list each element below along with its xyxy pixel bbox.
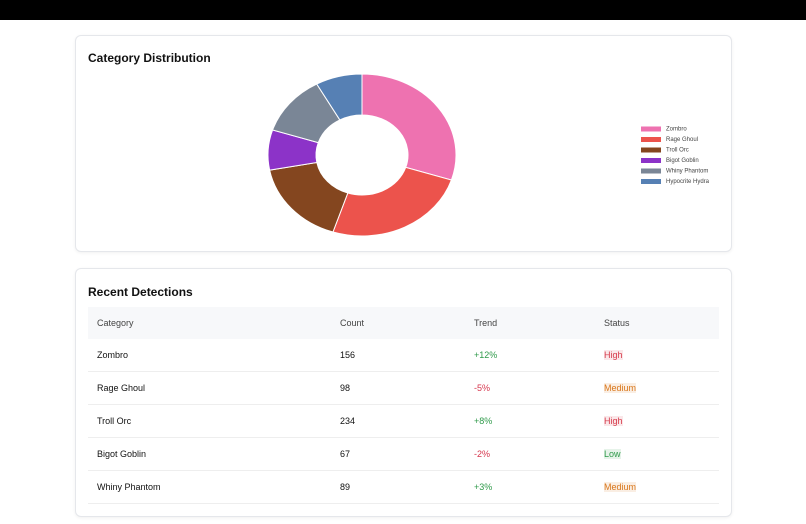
status-badge: High — [604, 350, 623, 360]
detections-table: Category Count Trend Status Zombro 156 +12% Hi… — [88, 307, 719, 504]
legend-swatch — [641, 147, 661, 153]
legend-label: Troll Orc — [666, 148, 689, 154]
top-bar — [0, 0, 806, 20]
legend-swatch — [641, 126, 661, 132]
trend-value: -5% — [474, 383, 491, 393]
legend-swatch — [641, 158, 661, 163]
legend-label: Bigot Goblin — [666, 158, 699, 164]
table-card: Recent Detections Category Count Trend Stat… — [75, 268, 732, 517]
cell-text: Troll Orc — [97, 416, 132, 426]
cell-text: 234 — [340, 416, 356, 426]
column-header: Trend — [465, 307, 595, 339]
table-row: Troll Orc 234 +8% High — [88, 404, 719, 438]
table-cell: 67 — [331, 437, 465, 471]
cell-text: 89 — [340, 482, 351, 492]
table-cell: High — [595, 404, 719, 438]
table-cell: -2% — [465, 437, 595, 471]
table-title: Recent Detections — [88, 285, 193, 299]
cell-text: Whiny Phantom — [97, 482, 161, 492]
donut-slice — [361, 73, 457, 181]
cell-text: Bigot Goblin — [97, 449, 147, 459]
table-cell: Troll Orc — [88, 404, 331, 438]
table-row: Zombro 156 +12% High — [88, 339, 719, 372]
cell-text: 156 — [340, 350, 356, 360]
trend-value: +12% — [474, 350, 498, 360]
table-cell: Low — [595, 437, 719, 471]
status-badge: Medium — [604, 482, 637, 492]
legend-label: Rage Ghoul — [666, 137, 698, 143]
table-row: Whiny Phantom 89 +3% Medium — [88, 470, 719, 504]
table-cell: +12% — [465, 339, 595, 372]
status-badge: High — [604, 416, 623, 426]
legend-swatch — [641, 137, 661, 142]
column-header: Count — [331, 307, 465, 339]
legend-label: Hypocrite Hydra — [666, 179, 710, 185]
table-cell: 89 — [331, 470, 465, 504]
status-badge: Low — [604, 449, 621, 459]
column-header: Category — [88, 307, 331, 339]
chart-title: Category Distribution — [88, 51, 211, 65]
donut-slice — [269, 161, 349, 233]
cell-text: Rage Ghoul — [97, 383, 146, 393]
trend-value: +8% — [474, 416, 493, 426]
table-cell: 234 — [331, 404, 465, 438]
chart: Zombro Rage Ghoul Troll Orc Bigot Goblin Whi… — [267, 73, 710, 237]
table-cell: Medium — [595, 470, 719, 504]
trend-value: -2% — [474, 449, 491, 459]
table-cell: +3% — [465, 470, 595, 504]
table-cell: -5% — [465, 371, 595, 405]
table-cell: Zombro — [88, 339, 331, 372]
table-cell: 156 — [331, 339, 465, 372]
table-row: Rage Ghoul 98 -5% Medium — [88, 371, 719, 405]
table-row: Bigot Goblin 67 -2% Low — [88, 437, 719, 471]
trend-value: +3% — [474, 482, 493, 492]
cell-text: Zombro — [97, 350, 129, 360]
table-cell: Medium — [595, 371, 719, 405]
donut-slice — [315, 73, 363, 121]
table-cell: Whiny Phantom — [88, 470, 331, 504]
table-cell: Rage Ghoul — [88, 371, 331, 405]
legend-swatch — [641, 168, 661, 174]
table-cell: +8% — [465, 404, 595, 438]
legend-label: Whiny Phantom — [666, 169, 708, 175]
donut-slice — [332, 166, 453, 237]
table-cell: High — [595, 339, 719, 372]
legend-swatch — [641, 179, 661, 184]
header-row: Category Count Trend Status — [88, 307, 719, 339]
status-badge: Medium — [604, 383, 637, 393]
chart-card: Category Distribution Zombro Rage Ghoul Tr… — [75, 35, 732, 252]
table-cell: 98 — [331, 371, 465, 405]
cell-text: 98 — [340, 383, 351, 393]
cell-text: 67 — [340, 449, 351, 459]
table-cell: Bigot Goblin — [88, 437, 331, 471]
column-header: Status — [595, 307, 719, 339]
legend-label: Zombro — [666, 127, 687, 133]
